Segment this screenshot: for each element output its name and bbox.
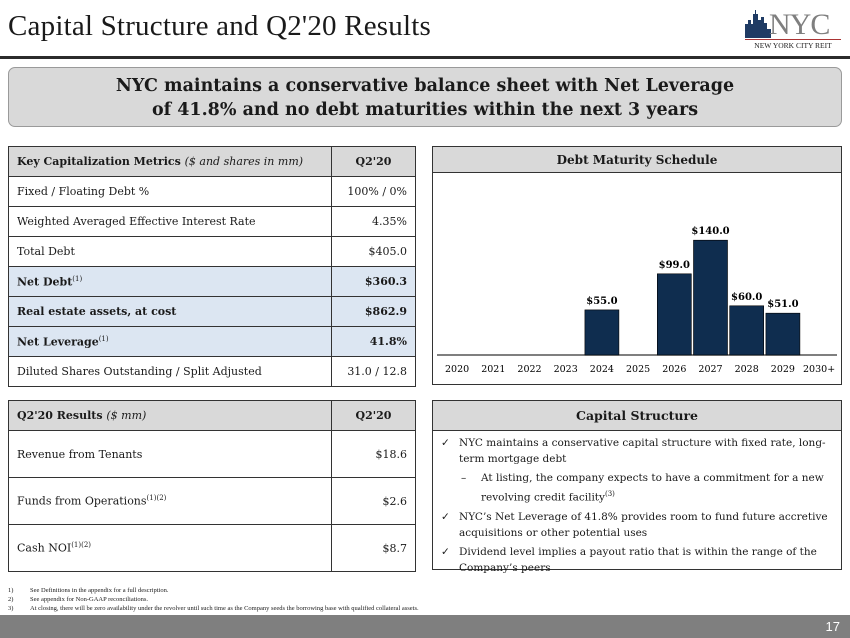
x-tick-label: 2026	[662, 364, 686, 375]
row-label: Diluted Shares Outstanding / Split Adjus…	[8, 356, 332, 387]
table-header-row: Key Capitalization Metrics ($ and shares…	[8, 146, 416, 177]
table-row: Cash NOI(1)(2) $8.7	[8, 524, 416, 572]
row-value: $8.7	[331, 524, 416, 572]
footnote-ref: (3)	[604, 490, 615, 498]
q2-results-table: Q2'20 Results ($ mm) Q2'20 Revenue from …	[8, 400, 416, 572]
table-row: Weighted Averaged Effective Interest Rat…	[8, 206, 416, 237]
data-label: $55.0	[586, 296, 617, 307]
row-value: $18.6	[331, 430, 416, 478]
row-label: Cash NOI(1)(2)	[8, 524, 332, 572]
bar-2026	[657, 273, 692, 356]
footnote-ref: (1)(2)	[146, 494, 167, 503]
debt-maturity-chart: Debt Maturity Schedule 2020 2021 2022 2023 $…	[432, 146, 842, 385]
chart-title: Debt Maturity Schedule	[433, 147, 841, 173]
table-row: Revenue from Tenants $18.6	[8, 430, 416, 478]
logo-text: NYC	[769, 8, 830, 41]
bar-2027	[693, 239, 728, 356]
footnotes: 1) See Definitions in the appendix for a …	[8, 586, 419, 613]
row-value: 31.0 / 12.8	[331, 356, 416, 387]
logo-subtext: NEW YORK CITY REIT	[745, 39, 841, 50]
x-tick-label: 2024	[590, 364, 614, 375]
footnote: 3) At closing, there will be zero availab…	[8, 605, 419, 612]
table-row: Total Debt $405.0	[8, 236, 416, 267]
row-value: 100% / 0%	[331, 176, 416, 207]
chart-svg: 2020 2021 2022 2023 $55.0 2024 2025 $99.0 2026 $1…	[437, 226, 837, 375]
dash-icon: –	[461, 472, 467, 484]
title-divider	[0, 56, 850, 59]
row-label: Real estate assets, at cost	[8, 296, 332, 327]
page-number: 17	[825, 619, 840, 634]
x-tick-label: 2027	[698, 364, 722, 375]
summary-banner: NYC maintains a conservative balance she…	[8, 67, 842, 127]
key-capitalization-metrics-table: Key Capitalization Metrics ($ and shares…	[8, 146, 416, 387]
bullet-item: – At listing, the company expects to have…	[461, 472, 824, 504]
row-value: $2.6	[331, 477, 416, 525]
header-col: Q2'20	[331, 146, 416, 177]
capital-structure-title: Capital Structure	[433, 401, 841, 431]
data-label: $51.0	[767, 299, 798, 310]
checkmark-icon: ✓	[441, 437, 450, 449]
page-title: Capital Structure and Q2'20 Results	[8, 10, 431, 42]
header-label: Q2'20 Results ($ mm)	[8, 400, 332, 431]
row-value: $405.0	[331, 236, 416, 267]
table-row: Real estate assets, at cost $862.9	[8, 296, 416, 327]
footer-bar: 17	[0, 615, 850, 638]
row-label: Revenue from Tenants	[8, 430, 332, 478]
banner-line-1: NYC maintains a conservative balance she…	[115, 76, 735, 96]
x-tick-label: 2030+	[803, 364, 835, 375]
x-tick-label: 2023	[554, 364, 578, 375]
table-row: Net Leverage(1) 41.8%	[8, 326, 416, 357]
x-tick-label: 2029	[771, 364, 795, 375]
bar-2028	[729, 305, 765, 356]
x-tick-label: 2022	[517, 364, 541, 375]
checkmark-icon: ✓	[441, 510, 450, 523]
banner-line-2: of 41.8% and no debt maturities within t…	[151, 100, 699, 120]
footnote-ref: (1)(2)	[71, 541, 92, 550]
skyline-icon	[745, 10, 771, 38]
bullet-item: ✓ Dividend level implies a payout ratio t…	[441, 545, 817, 574]
bar-2029	[765, 312, 801, 356]
row-value: 4.35%	[331, 206, 416, 237]
row-label: Net Leverage(1)	[8, 326, 332, 357]
checkmark-icon: ✓	[441, 545, 450, 558]
table-header-row: Q2'20 Results ($ mm) Q2'20	[8, 400, 416, 431]
row-label: Total Debt	[8, 236, 332, 267]
table-row: Funds from Operations(1)(2) $2.6	[8, 477, 416, 525]
x-tick-label: 2028	[735, 364, 759, 375]
table-row: Net Debt(1) $360.3	[8, 266, 416, 297]
footnote: 1) See Definitions in the appendix for a …	[8, 587, 169, 594]
table-row: Diluted Shares Outstanding / Split Adjus…	[8, 356, 416, 387]
data-label: $60.0	[731, 292, 762, 303]
header-col: Q2'20	[331, 400, 416, 431]
x-tick-label: 2020	[445, 364, 469, 375]
row-value: $862.9	[331, 296, 416, 327]
row-value: 41.8%	[331, 326, 416, 357]
data-label: $99.0	[659, 260, 690, 271]
x-tick-label: 2025	[626, 364, 650, 375]
bar-2024	[584, 309, 620, 356]
header-label: Key Capitalization Metrics ($ and shares…	[8, 146, 332, 177]
row-label: Net Debt(1)	[8, 266, 332, 297]
bullet-item: ✓ NYC maintains a conservative capital st…	[441, 437, 826, 465]
footnote: 2) See appendix for Non-GAAP reconciliati…	[8, 596, 148, 603]
row-label: Weighted Averaged Effective Interest Rat…	[8, 206, 332, 237]
row-value: $360.3	[331, 266, 416, 297]
capital-structure-panel: Capital Structure ✓ NYC maintains a conse…	[432, 400, 842, 574]
bullet-item: ✓ NYC’s Net Leverage of 41.8% provides ro…	[441, 510, 828, 539]
nyc-reit-logo: NYC NEW YORK CITY REIT	[745, 8, 841, 50]
table-row: Fixed / Floating Debt % 100% / 0%	[8, 176, 416, 207]
row-label: Fixed / Floating Debt %	[8, 176, 332, 207]
row-label: Funds from Operations(1)(2)	[8, 477, 332, 525]
x-tick-label: 2021	[481, 364, 505, 375]
footnote-ref: (1)	[98, 334, 109, 343]
data-label: $140.0	[691, 226, 729, 237]
footnote-ref: (1)	[72, 274, 83, 283]
